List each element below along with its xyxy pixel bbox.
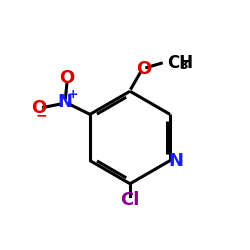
- Text: +: +: [67, 88, 78, 102]
- Text: O: O: [59, 69, 74, 87]
- Text: N: N: [169, 152, 184, 170]
- Text: −: −: [36, 108, 47, 122]
- Text: Cl: Cl: [120, 191, 140, 209]
- Text: CH: CH: [168, 54, 194, 72]
- Text: N: N: [58, 93, 72, 111]
- Text: O: O: [32, 98, 47, 116]
- Text: 3: 3: [180, 59, 188, 72]
- Text: O: O: [136, 60, 152, 78]
